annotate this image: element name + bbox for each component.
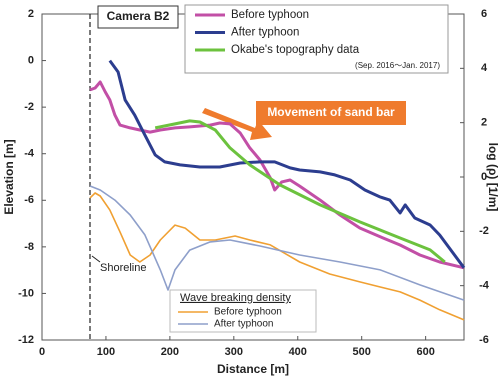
series-line	[108, 59, 466, 269]
y-tick-label: -12	[18, 334, 34, 346]
movement-label: Movement of sand bar	[267, 105, 395, 119]
series-line	[154, 119, 446, 264]
legend-label: After typhoon	[231, 27, 299, 39]
camera-box	[97, 5, 179, 29]
y2-tick-label: -6	[479, 334, 489, 346]
legend-box	[184, 4, 449, 74]
y2-tick-label: -2	[479, 225, 489, 237]
legend-label: Before typhoon	[214, 307, 282, 318]
x-tick-label: 400	[289, 346, 307, 358]
series-line	[89, 185, 465, 301]
x-axis-label: Distance [m]	[217, 362, 289, 376]
movement-box	[256, 101, 406, 125]
movement-arrow	[202, 108, 272, 140]
y-tick-label: -2	[24, 101, 34, 113]
shoreline-pointer	[91, 255, 101, 263]
x-tick-label: 0	[39, 346, 45, 358]
x-tick-label: 300	[225, 346, 243, 358]
camera-label: Camera B2	[107, 9, 170, 23]
y2-tick-label: 4	[481, 62, 488, 74]
y-tick-label: -10	[18, 287, 34, 299]
x-tick-label: 500	[353, 346, 371, 358]
y-tick-label: -6	[24, 194, 34, 206]
legend2-box	[169, 289, 317, 333]
x-tick-label: 100	[97, 346, 115, 358]
legend-label: Okabe's topography data	[231, 44, 360, 56]
y2-tick-label: 6	[481, 8, 487, 20]
x-tick-label: 200	[161, 346, 179, 358]
legend-label: After typhoon	[214, 319, 273, 330]
legend2-title: Wave breaking density	[180, 292, 291, 304]
series-line	[89, 80, 465, 270]
shoreline-label: Shoreline	[100, 262, 146, 274]
legend-label: Before typhoon	[231, 9, 309, 21]
x-tick-label: 600	[416, 346, 434, 358]
y-tick-label: -4	[24, 148, 35, 160]
y2-tick-label: -4	[479, 280, 490, 292]
y2-tick-label: 0	[481, 171, 487, 183]
series-line	[89, 192, 465, 321]
y-tick-label: 0	[28, 54, 34, 66]
y-axis-label: Elevation [m]	[2, 139, 16, 214]
y2-axis-label: log (ρ) [1/m]	[486, 143, 500, 212]
y2-tick-label: 2	[481, 117, 487, 129]
legend-note: (Sep. 2016～Jan. 2017)	[355, 61, 440, 70]
y-tick-label: 2	[28, 8, 34, 20]
y-tick-label: -8	[24, 241, 34, 253]
